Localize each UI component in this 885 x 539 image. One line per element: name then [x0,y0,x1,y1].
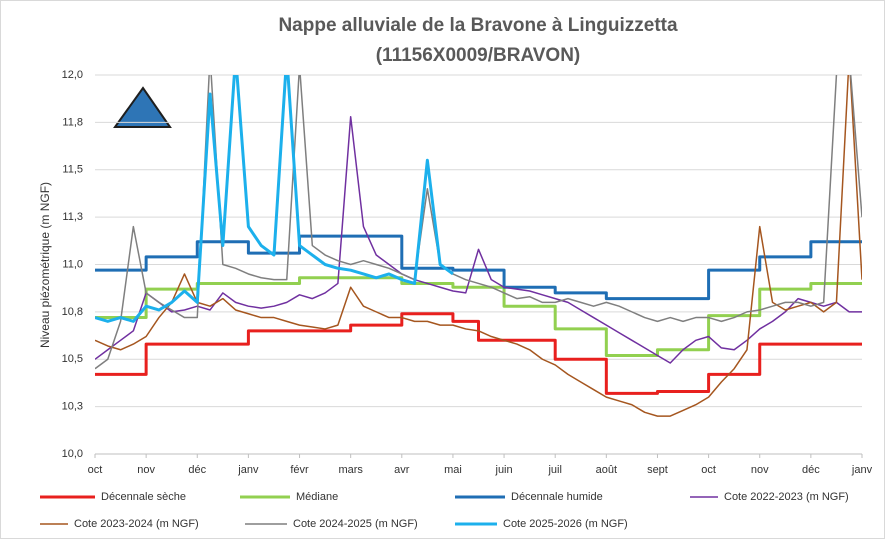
x-tick-label: mai [444,464,462,476]
legend-label: Cote 2024-2025 (m NGF) [293,518,418,530]
legend-label: Décennale humide [511,491,603,503]
legend-label: Cote 2025-2026 (m NGF) [503,518,628,530]
x-tick-label: juil [547,464,561,476]
y-tick-label: 12,0 [62,69,83,81]
series-line [95,75,862,417]
series-line [95,75,454,323]
y-tick-label: 10,5 [62,353,83,365]
y-tick-label: 11,8 [62,116,83,128]
legend-label: Cote 2023-2024 (m NGF) [74,518,199,530]
x-tick-label: déc [802,464,820,476]
y-axis-label: Niveau piézométrique (m NGF) [38,182,52,348]
series-line [95,75,862,370]
y-tick-label: 11,3 [62,211,83,223]
x-tick-label: nov [751,464,769,476]
y-tick-label: 10,0 [62,448,83,460]
x-tick-label: oct [88,464,103,476]
x-tick-label: août [596,464,617,476]
plot-lines [95,75,862,417]
y-tick-label: 11,5 [62,164,83,176]
y-tick-label: 11,0 [62,258,83,270]
chart-title: Nappe alluviale de la Bravone à Linguizz… [278,15,678,36]
trend-icon [113,86,172,128]
x-tick-label: mars [338,464,363,476]
x-tick-label: oct [701,464,716,476]
y-tick-label: 10,3 [62,401,83,413]
x-tick-label: juin [495,464,513,476]
x-tick-label: janv [237,464,259,476]
chart-subtitle: (11156X0009/BRAVON) [376,45,581,66]
x-tick-label: janv [851,464,873,476]
x-tick-label: nov [137,464,155,476]
legend-label: Décennale sèche [101,491,186,503]
x-tick-label: févr [290,464,309,476]
x-tick-label: sept [647,464,668,476]
x-tick-label: déc [188,464,206,476]
legend-label: Médiane [296,491,338,503]
y-tick-label: 10,8 [62,306,83,318]
series-line [95,115,862,364]
legend-label: Cote 2022-2023 (m NGF) [724,491,849,503]
x-tick-label: avr [394,464,410,476]
